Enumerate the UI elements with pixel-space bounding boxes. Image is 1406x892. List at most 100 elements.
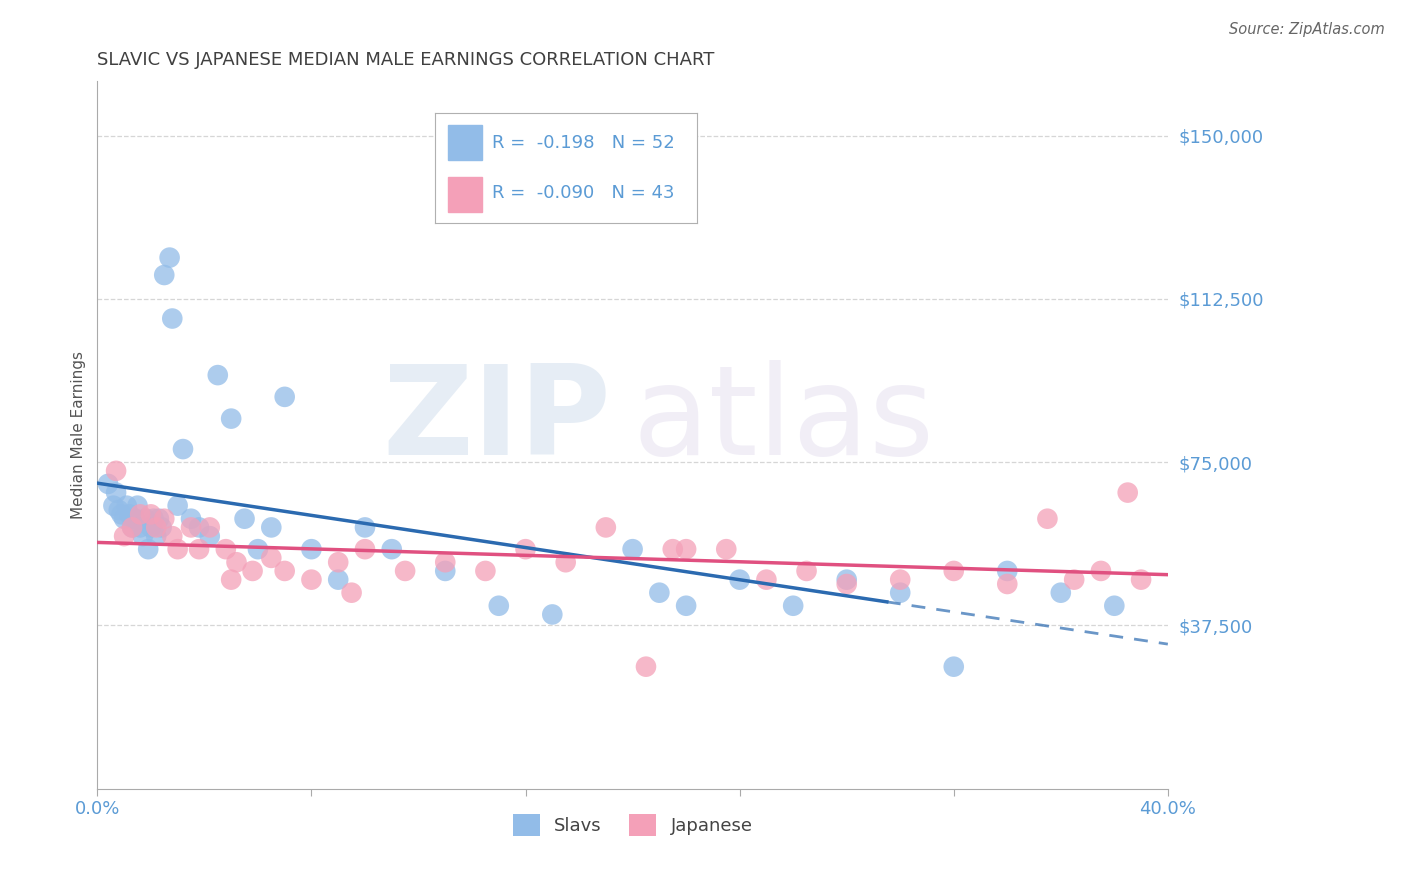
- Point: [132, 529, 155, 543]
- Point: [328, 573, 350, 587]
- Point: [198, 520, 221, 534]
- Point: [1063, 573, 1085, 587]
- Point: [198, 529, 221, 543]
- Text: atlas: atlas: [633, 360, 935, 482]
- Point: [648, 585, 671, 599]
- Point: [835, 577, 858, 591]
- Point: [1104, 599, 1126, 613]
- Point: [207, 368, 229, 383]
- Point: [354, 520, 377, 534]
- Point: [172, 442, 194, 456]
- Point: [162, 529, 184, 543]
- Point: [129, 508, 152, 522]
- Point: [135, 512, 157, 526]
- Point: [301, 542, 323, 557]
- Point: [107, 503, 129, 517]
- Point: [148, 512, 170, 526]
- Y-axis label: Median Male Earnings: Median Male Earnings: [72, 351, 86, 519]
- Point: [716, 542, 738, 557]
- Point: [103, 499, 125, 513]
- Point: [127, 499, 149, 513]
- Point: [225, 555, 247, 569]
- Point: [115, 499, 138, 513]
- Point: [675, 542, 697, 557]
- Point: [889, 573, 911, 587]
- Point: [474, 564, 496, 578]
- Point: [219, 573, 242, 587]
- Point: [105, 485, 128, 500]
- Point: [995, 577, 1018, 591]
- Point: [621, 542, 644, 557]
- Point: [541, 607, 564, 622]
- Point: [434, 555, 457, 569]
- Point: [301, 573, 323, 587]
- Point: [188, 520, 211, 534]
- Point: [1090, 564, 1112, 578]
- Point: [242, 564, 264, 578]
- Point: [835, 573, 858, 587]
- Point: [328, 555, 350, 569]
- Point: [145, 520, 167, 534]
- Point: [340, 585, 363, 599]
- Point: [153, 268, 176, 282]
- Point: [354, 542, 377, 557]
- Point: [166, 499, 188, 513]
- Point: [118, 508, 141, 522]
- Point: [215, 542, 238, 557]
- Point: [273, 564, 295, 578]
- Point: [889, 585, 911, 599]
- Point: [554, 555, 576, 569]
- Point: [142, 512, 165, 526]
- Point: [180, 512, 202, 526]
- Text: SLAVIC VS JAPANESE MEDIAN MALE EARNINGS CORRELATION CHART: SLAVIC VS JAPANESE MEDIAN MALE EARNINGS …: [97, 51, 714, 69]
- Point: [246, 542, 269, 557]
- Point: [675, 599, 697, 613]
- Point: [661, 542, 683, 557]
- Point: [153, 512, 176, 526]
- Point: [273, 390, 295, 404]
- Point: [112, 512, 135, 526]
- Point: [136, 542, 159, 557]
- Point: [121, 520, 143, 534]
- Point: [219, 411, 242, 425]
- Point: [381, 542, 404, 557]
- Text: Source: ZipAtlas.com: Source: ZipAtlas.com: [1229, 22, 1385, 37]
- Point: [1130, 573, 1153, 587]
- Point: [188, 542, 211, 557]
- Point: [515, 542, 537, 557]
- Point: [796, 564, 818, 578]
- Point: [110, 508, 132, 522]
- Point: [124, 512, 146, 526]
- Point: [782, 599, 804, 613]
- Point: [180, 520, 202, 534]
- Point: [121, 520, 143, 534]
- Point: [159, 251, 181, 265]
- Point: [995, 564, 1018, 578]
- Point: [233, 512, 256, 526]
- Point: [260, 550, 283, 565]
- Point: [260, 520, 283, 534]
- Point: [755, 573, 778, 587]
- Point: [166, 542, 188, 557]
- Point: [139, 508, 162, 522]
- Point: [1049, 585, 1071, 599]
- Point: [634, 659, 657, 673]
- Point: [150, 520, 173, 534]
- Point: [488, 599, 510, 613]
- Point: [162, 311, 184, 326]
- Point: [112, 529, 135, 543]
- Point: [139, 520, 162, 534]
- Point: [595, 520, 617, 534]
- Point: [394, 564, 416, 578]
- Point: [1116, 485, 1139, 500]
- Text: ZIP: ZIP: [382, 360, 612, 482]
- Point: [129, 520, 152, 534]
- Point: [728, 573, 751, 587]
- Point: [105, 464, 128, 478]
- Point: [145, 529, 167, 543]
- Point: [1036, 512, 1059, 526]
- Point: [97, 476, 120, 491]
- Point: [942, 564, 965, 578]
- Point: [434, 564, 457, 578]
- Point: [942, 659, 965, 673]
